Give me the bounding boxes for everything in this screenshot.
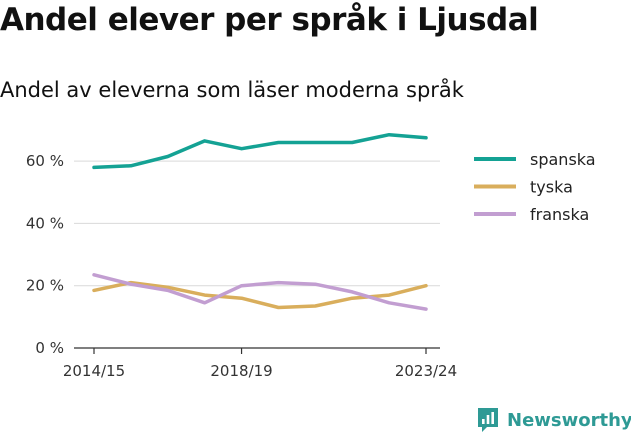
series-line-spanska: [92, 132, 428, 170]
brand-logo: Newsworthy: [476, 406, 631, 434]
chart-title: Andel elever per språk i Ljusdal: [0, 2, 539, 38]
x-tick-label: 2014/15: [63, 362, 125, 380]
series-line-franska: [92, 273, 428, 311]
legend-label-spanska: spanska: [530, 150, 596, 169]
legend-label-franska: franska: [530, 205, 589, 224]
chart-subtitle: Andel av eleverna som läser moderna språ…: [0, 78, 464, 102]
x-tick-label: 2018/19: [210, 362, 272, 380]
y-tick-label: 0 %: [35, 339, 64, 357]
y-tick-label: 60 %: [26, 152, 64, 170]
legend-label-tyska: tyska: [530, 178, 573, 197]
brand-name: Newsworthy: [507, 409, 631, 431]
newsworthy-logo-icon: [478, 408, 498, 432]
x-tick-label: 2023/24: [395, 362, 457, 380]
y-tick-label: 20 %: [26, 277, 64, 295]
y-tick-label: 40 %: [26, 214, 64, 232]
